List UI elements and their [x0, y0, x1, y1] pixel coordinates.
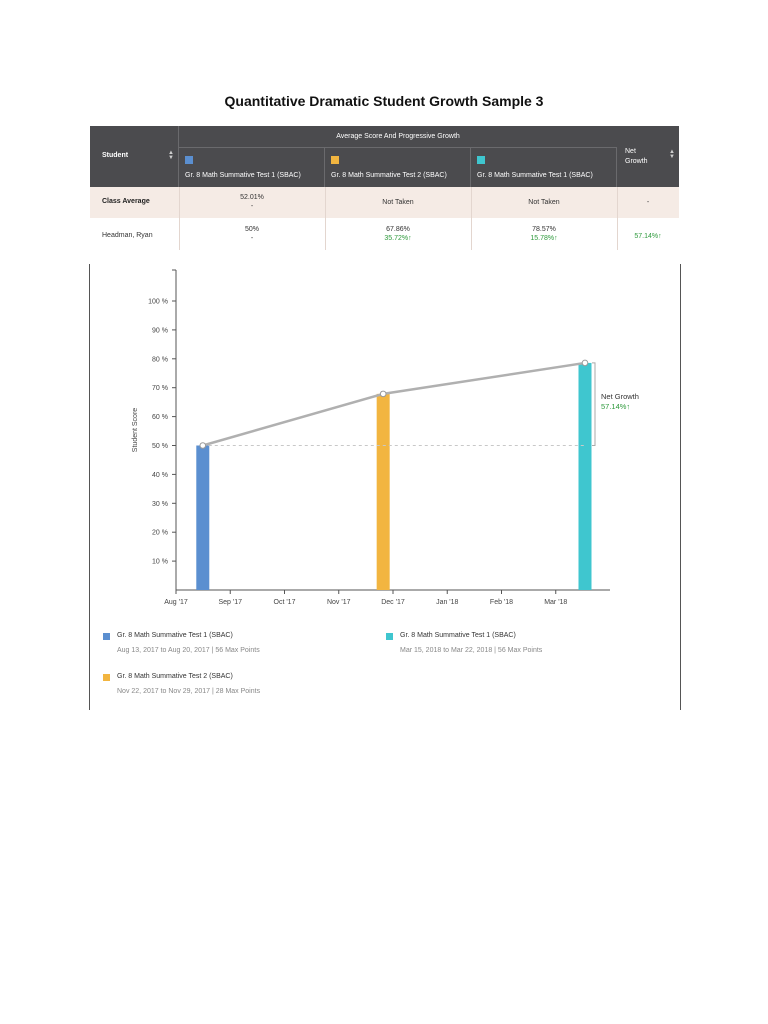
student-column-header[interactable]: Student ▲ ▼	[90, 126, 179, 187]
test-3-label: Gr. 8 Math Summative Test 1 (SBAC)	[477, 172, 593, 179]
net-growth-bracket	[591, 362, 596, 446]
sort-icon[interactable]: ▲ ▼	[168, 150, 174, 161]
y-tick-label: 80 %	[152, 356, 168, 363]
legend-swatch	[386, 633, 393, 640]
test-2-swatch	[331, 156, 339, 164]
test-header-1: Gr. 8 Math Summative Test 1 (SBAC)	[179, 148, 325, 187]
y-tick-label: 90 %	[152, 327, 168, 334]
y-tick-label: 10 %	[152, 559, 168, 566]
growth-chart: 10 % 20 % 30 % 40 % 50 % 60 % 70 % 80 % 90 % 100 …	[132, 269, 639, 606]
legend-label: Gr. 8 Math Summative Test 1 (SBAC)	[117, 632, 233, 639]
test-header-3: Gr. 8 Math Summative Test 1 (SBAC)	[471, 148, 617, 187]
data-point	[199, 442, 207, 449]
document-title: Quantitative Dramatic Student Growth Sam…	[224, 93, 544, 109]
test-3-swatch	[477, 156, 485, 164]
growth-table: Student ▲ ▼ Average Score And Progressive…	[90, 126, 679, 250]
x-tick-label: Dec '17	[381, 599, 405, 606]
y-tick-label: 50 %	[152, 443, 168, 450]
group-header: Average Score And Progressive Growth	[179, 126, 617, 148]
test-1-swatch	[185, 156, 193, 164]
row-net: -	[646, 199, 650, 206]
test-header-2: Gr. 8 Math Summative Test 2 (SBAC)	[325, 148, 471, 187]
row-name: Class Average	[102, 198, 150, 205]
row-name[interactable]: Headman, Ryan	[102, 232, 153, 239]
net-growth-column-header[interactable]: Net Growth ▲ ▼	[617, 126, 679, 187]
x-tick-label: Oct '17	[274, 599, 296, 606]
student-header-label: Student	[102, 152, 129, 159]
y-tick-label: 60 %	[152, 414, 168, 421]
chart-panel: 10 % 20 % 30 % 40 % 50 % 60 % 70 % 80 % 90 % 100 …	[89, 264, 681, 710]
y-tick-label: 30 %	[152, 501, 168, 508]
legend-swatch	[103, 633, 110, 640]
y-tick-label: 20 %	[152, 530, 168, 537]
row-score: 67.86% 35.72%↑	[384, 226, 412, 242]
x-tick-label: Nov '17	[327, 599, 351, 606]
net-header-line2: Growth	[625, 158, 648, 165]
test-2-label: Gr. 8 Math Summative Test 2 (SBAC)	[331, 172, 447, 179]
net-growth-value: 57.14%↑	[601, 402, 630, 411]
net-header-line1: Net	[625, 148, 636, 155]
test-1-label: Gr. 8 Math Summative Test 1 (SBAC)	[185, 172, 301, 179]
row-score: 52.01% -	[240, 194, 264, 210]
x-tick-label: Jan '18	[436, 599, 458, 606]
y-axis-label: Student Score	[132, 408, 139, 452]
data-point	[379, 390, 387, 398]
legend-swatch	[103, 674, 110, 681]
bar	[196, 445, 210, 590]
row-score: Not Taken	[528, 199, 560, 206]
legend-label: Gr. 8 Math Summative Test 2 (SBAC)	[117, 673, 233, 680]
row-score: 50% -	[244, 226, 259, 242]
y-tick-label: 40 %	[152, 472, 168, 479]
y-tick-label: 100 %	[148, 299, 168, 306]
row-net: 57.14%↑	[634, 233, 662, 240]
bar	[578, 362, 592, 590]
table-row	[90, 187, 679, 218]
data-point	[581, 359, 589, 367]
legend-label: Gr. 8 Math Summative Test 1 (SBAC)	[400, 632, 516, 639]
x-tick-label: Feb '18	[490, 599, 513, 606]
legend-detail: Aug 13, 2017 to Aug 20, 2017 | 56 Max Po…	[117, 647, 260, 654]
x-tick-label: Mar '18	[544, 599, 567, 606]
row-score: Not Taken	[382, 199, 414, 206]
x-tick-label: Aug '17	[164, 599, 188, 606]
x-tick-label: Sep '17	[218, 599, 242, 606]
y-tick-label: 70 %	[152, 385, 168, 392]
bar	[376, 393, 390, 590]
row-score: 78.57% 15.78%↑	[530, 226, 558, 242]
sort-icon[interactable]: ▲ ▼	[669, 149, 675, 160]
growth-line	[202, 361, 586, 447]
legend-detail: Mar 15, 2018 to Mar 22, 2018 | 56 Max Po…	[400, 647, 543, 654]
legend-detail: Nov 22, 2017 to Nov 29, 2017 | 28 Max Po…	[117, 688, 261, 695]
net-growth-label: Net Growth	[601, 392, 639, 401]
